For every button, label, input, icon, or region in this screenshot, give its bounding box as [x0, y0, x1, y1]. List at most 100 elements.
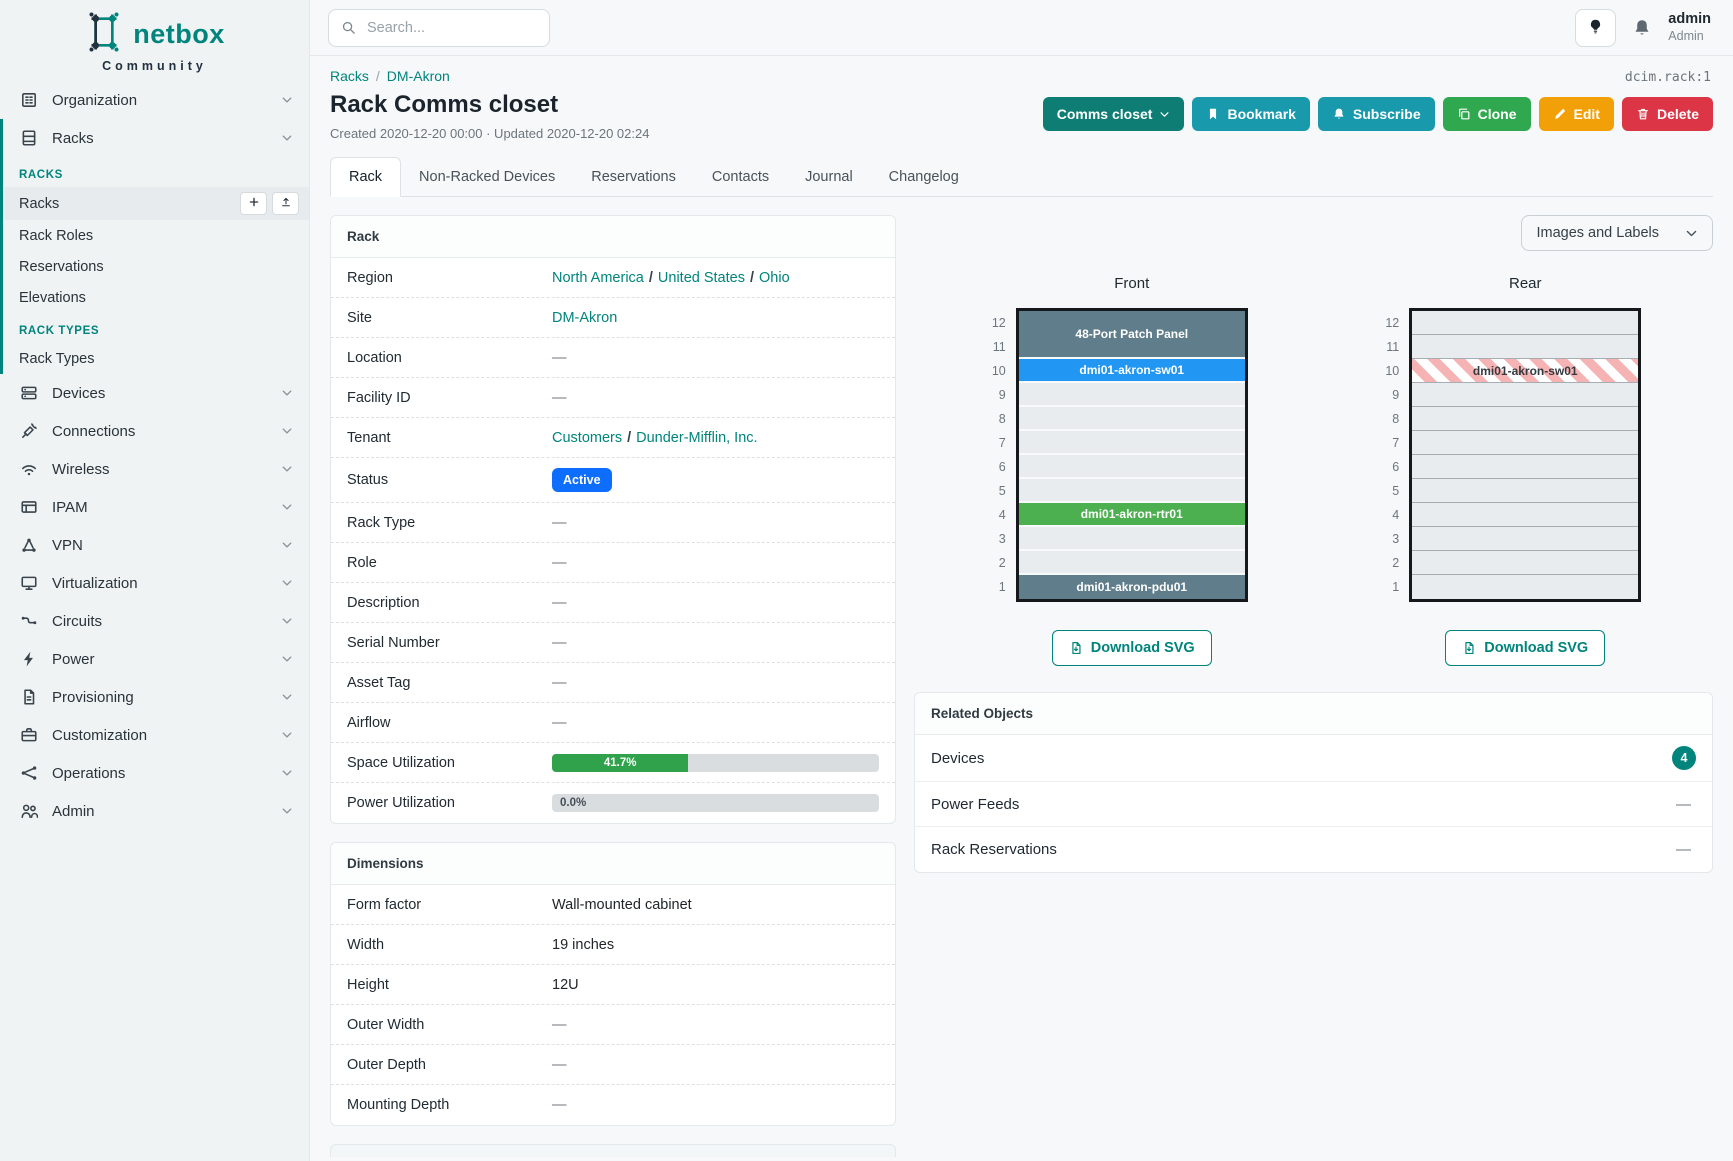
button-label: Subscribe	[1352, 106, 1421, 122]
unit-number: 10	[1385, 364, 1400, 378]
separator: /	[627, 429, 632, 446]
link-dm-akron[interactable]: DM-Akron	[552, 309, 618, 326]
sidebar-item-label: Reservations	[19, 258, 104, 275]
sidebar-item-rack-types[interactable]: Rack Types	[3, 343, 309, 374]
sidebar-item-circuits[interactable]: Circuits	[0, 602, 309, 640]
tab-contacts[interactable]: Contacts	[694, 157, 787, 196]
row-label: Rack Type	[347, 514, 416, 531]
edit-button[interactable]: Edit	[1538, 97, 1614, 131]
view-selector-row: Images and Labels	[914, 215, 1713, 251]
elevation-title: Rear	[1508, 275, 1542, 292]
theme-toggle-button[interactable]	[1575, 8, 1617, 47]
sidebar-item-label: Organization	[52, 91, 138, 109]
tab-non-racked-devices[interactable]: Non-Racked Devices	[401, 157, 573, 196]
rack-unit-dmi01-akron-sw01[interactable]: dmi01-akron-sw01	[1018, 359, 1245, 383]
view-selector-dropdown[interactable]: Images and Labels	[1521, 215, 1713, 251]
clone-button[interactable]: Clone	[1442, 97, 1531, 131]
related-object-row-power-feeds[interactable]: Power Feeds —	[915, 782, 1712, 827]
subscribe-button[interactable]: Subscribe	[1317, 97, 1435, 131]
comms-closet-dropdown[interactable]: Comms closet	[1042, 97, 1185, 131]
rack-unit-empty	[1018, 527, 1245, 551]
unit-number: 2	[1392, 556, 1400, 570]
sidebar-nav-bottom: Devices Connections Wireless IPAM VPN Virtual…	[0, 374, 309, 830]
rack-unit-empty	[1018, 455, 1245, 479]
progress-fill: 41.7%	[552, 753, 689, 772]
rack-panel-rows: Region North America / United States / Ohio Si…	[331, 258, 895, 823]
netbox-logo-icon	[84, 12, 124, 57]
sidebar-item-organization[interactable]: Organization	[0, 81, 309, 119]
breadcrumb-link-dm-akron[interactable]: DM-Akron	[386, 68, 450, 84]
row-label: Description	[347, 594, 420, 611]
row-label: Form factor	[347, 896, 422, 913]
rack-unit-empty	[1412, 383, 1639, 407]
empty-value: —	[552, 1016, 567, 1033]
rack-frame-front: 48-Port Patch Panel dmi01-akron-sw01 dmi01…	[1015, 308, 1248, 602]
sidebar-item-racks[interactable]: Racks	[3, 119, 309, 157]
rack-unit-empty	[1412, 551, 1639, 575]
notifications-bell-icon[interactable]	[1632, 18, 1652, 38]
elevation-title: Front	[1114, 275, 1150, 292]
tab-rack[interactable]: Rack	[330, 157, 402, 197]
action-buttons: Comms closet Bookmark Subscribe Clone Edit De…	[1042, 97, 1713, 131]
empty-value: —	[552, 349, 567, 366]
sidebar-item-operations[interactable]: Operations	[0, 754, 309, 792]
sidebar-item-vpn[interactable]: VPN	[0, 526, 309, 564]
link-north-america[interactable]: North America	[552, 269, 644, 286]
next-panel-cutoff	[330, 1144, 896, 1157]
sidebar-item-devices[interactable]: Devices	[0, 374, 309, 412]
rack-unit-48-port-patch-panel[interactable]: 48-Port Patch Panel	[1018, 311, 1245, 359]
sidebar-item-wireless[interactable]: Wireless	[0, 450, 309, 488]
link-united-states[interactable]: United States	[657, 269, 745, 286]
import-rack-button[interactable]	[272, 192, 299, 215]
rack-unit-empty	[1018, 407, 1245, 431]
bell-icon	[1332, 107, 1346, 121]
info-row-height: Height 12U	[331, 965, 895, 1005]
chevron-down-icon	[281, 132, 293, 144]
unit-number: 12	[1385, 316, 1400, 330]
plus-icon	[248, 196, 260, 211]
unit-number: 7	[998, 436, 1006, 450]
related-object-row-rack-reservations[interactable]: Rack Reservations —	[915, 827, 1712, 872]
sidebar-item-power[interactable]: Power	[0, 640, 309, 678]
sidebar-item-label: Circuits	[52, 612, 103, 630]
sidebar-item-elevations[interactable]: Elevations	[3, 282, 309, 313]
sidebar-item-customization[interactable]: Customization	[0, 716, 309, 754]
network-nodes-icon	[20, 536, 38, 554]
button-label: Comms closet	[1056, 106, 1153, 122]
progress-label: 0.0%	[560, 797, 587, 809]
sidebar-item-racks[interactable]: Racks	[3, 187, 309, 220]
sidebar-item-ipam[interactable]: IPAM	[0, 488, 309, 526]
rack-unit-dmi01-akron-sw01[interactable]: dmi01-akron-sw01	[1412, 359, 1639, 383]
link-dunder-mifflin-inc[interactable]: Dunder-Mifflin, Inc.	[636, 429, 758, 446]
user-menu[interactable]: admin Admin	[1668, 11, 1711, 43]
sidebar-item-admin[interactable]: Admin	[0, 792, 309, 830]
bookmark-button[interactable]: Bookmark	[1192, 97, 1310, 131]
sidebar-item-label: Rack Types	[19, 350, 95, 367]
sidebar-item-reservations[interactable]: Reservations	[3, 251, 309, 282]
unit-number: 1	[998, 580, 1006, 594]
sidebar-item-connections[interactable]: Connections	[0, 412, 309, 450]
download-svg-button-rear[interactable]: Download SVG	[1445, 630, 1606, 666]
sidebar-item-rack-roles[interactable]: Rack Roles	[3, 220, 309, 251]
breadcrumb-link-racks[interactable]: Racks	[330, 68, 369, 84]
search-input[interactable]	[365, 18, 537, 37]
rack-unit-dmi01-akron-rtr01[interactable]: dmi01-akron-rtr01	[1018, 503, 1245, 527]
main-area: admin Admin Racks / DM-Akron Rack Comms cl…	[310, 0, 1733, 1161]
download-svg-button-front[interactable]: Download SVG	[1051, 630, 1212, 666]
row-value: —	[552, 595, 879, 611]
info-row-airflow: Airflow —	[331, 703, 895, 743]
delete-button[interactable]: Delete	[1621, 97, 1713, 131]
tab-changelog[interactable]: Changelog	[871, 157, 977, 196]
tab-reservations[interactable]: Reservations	[573, 157, 694, 196]
add-rack-button[interactable]	[240, 192, 267, 215]
info-row-rack-type: Rack Type —	[331, 503, 895, 543]
related-object-row-devices[interactable]: Devices 4	[915, 735, 1712, 782]
link-customers[interactable]: Customers	[552, 429, 623, 446]
tab-journal[interactable]: Journal	[787, 157, 871, 196]
sidebar-item-virtualization[interactable]: Virtualization	[0, 564, 309, 602]
sidebar-item-provisioning[interactable]: Provisioning	[0, 678, 309, 716]
rack-unit-dmi01-akron-pdu01[interactable]: dmi01-akron-pdu01	[1018, 575, 1245, 599]
link-ohio[interactable]: Ohio	[759, 269, 790, 286]
info-row-location: Location —	[331, 338, 895, 378]
row-value: —	[552, 1097, 879, 1113]
